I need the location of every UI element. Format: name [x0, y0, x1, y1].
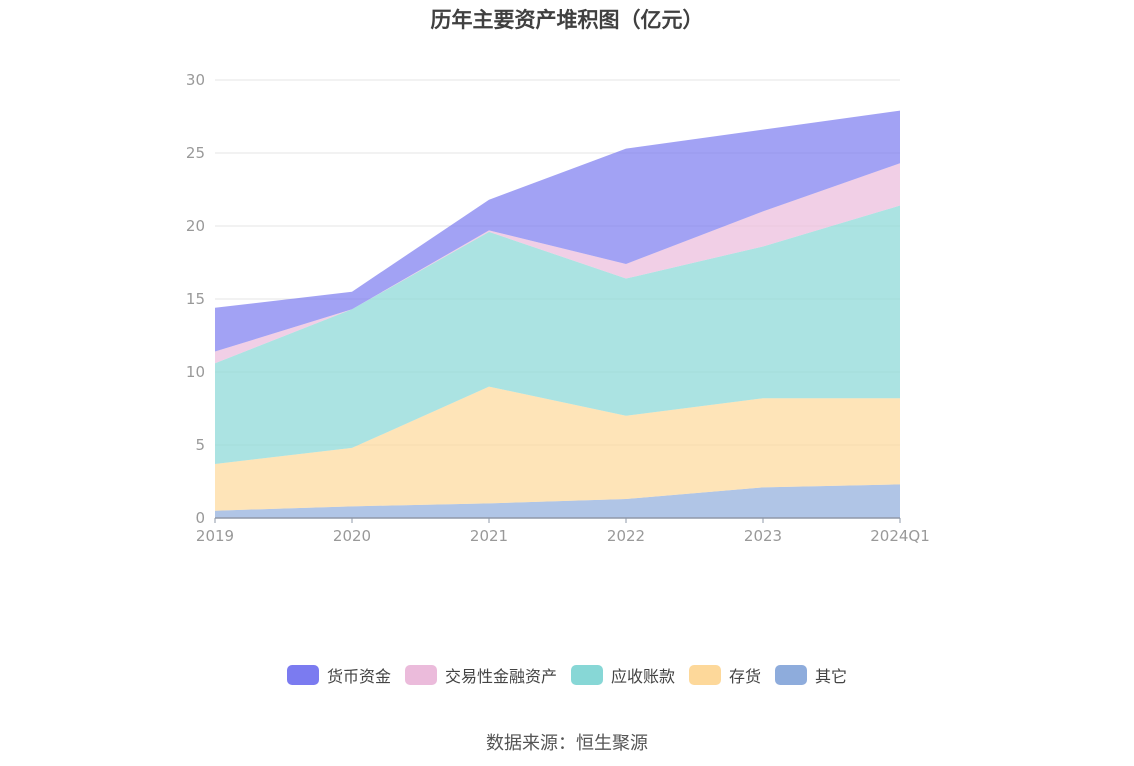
- x-tick-label: 2024Q1: [870, 527, 930, 545]
- legend-item-other[interactable]: 其它: [775, 663, 847, 687]
- y-tick-label: 25: [186, 144, 205, 162]
- legend-item-cash[interactable]: 货币资金: [286, 663, 391, 687]
- legend-label-cash: 货币资金: [326, 667, 391, 686]
- area-存货: [215, 386, 900, 511]
- legend-item-trading-assets[interactable]: 交易性金融资产: [404, 663, 557, 687]
- x-tick-label: 2020: [333, 527, 371, 545]
- y-tick-label: 5: [195, 436, 205, 454]
- x-tick-label: 2023: [744, 527, 782, 545]
- y-tick-label: 20: [186, 217, 205, 235]
- legend-label-trading-assets: 交易性金融资产: [444, 667, 557, 686]
- y-tick-label: 15: [186, 290, 205, 308]
- chart-title: 历年主要资产堆积图（亿元）: [430, 8, 704, 32]
- legend-swatch-other: [775, 665, 808, 685]
- legend-swatch-trading-assets: [404, 665, 437, 685]
- legend-swatch-inventory: [689, 665, 721, 685]
- x-tick-label: 2022: [607, 527, 645, 545]
- y-tick-label: 0: [195, 509, 205, 527]
- legend-label-receivables: 应收账款: [610, 667, 675, 686]
- data-source: 数据来源：恒生聚源: [486, 733, 648, 754]
- legend: 货币资金 交易性金融资产 应收账款 存货 其它: [0, 663, 1134, 687]
- y-tick-label: 30: [186, 71, 205, 89]
- legend-swatch-cash: [286, 665, 319, 685]
- area-应收账款: [215, 205, 900, 464]
- legend-item-inventory[interactable]: 存货: [689, 663, 761, 687]
- x-tick-label: 2021: [470, 527, 508, 545]
- chart-svg: 0 5 10 15 20 25 30 2019 2020 2021 2022 2023 2024Q1: [186, 71, 930, 545]
- x-tick-label: 2019: [196, 527, 234, 545]
- legend-swatch-receivables: [570, 665, 603, 685]
- legend-label-inventory: 存货: [729, 667, 762, 686]
- y-tick-label: 10: [186, 363, 205, 381]
- area-货币资金: [215, 110, 900, 352]
- legend-label-other: 其它: [815, 667, 848, 686]
- area-其它: [215, 484, 900, 518]
- legend-item-receivables[interactable]: 应收账款: [570, 663, 675, 687]
